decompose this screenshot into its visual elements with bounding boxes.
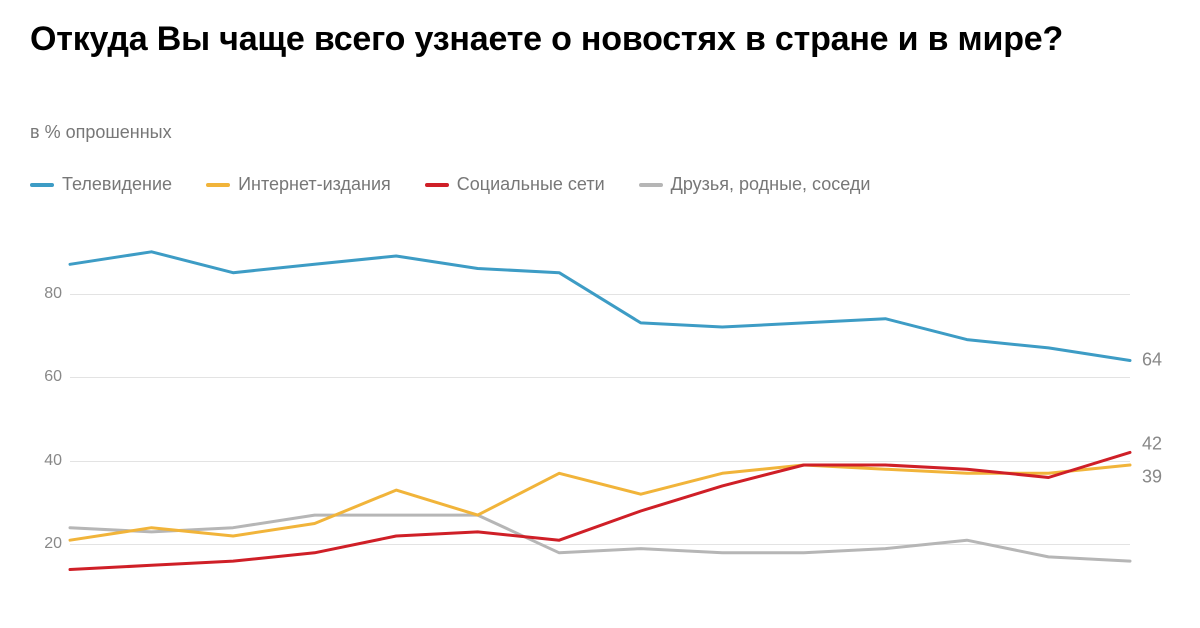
chart-container: Откуда Вы чаще всего узнаете о новостях … [0, 0, 1200, 628]
end-label-social: 42 [1142, 434, 1162, 455]
y-tick-20: 20 [30, 535, 62, 553]
y-tick-60: 60 [30, 368, 62, 386]
legend-swatch-social [425, 183, 449, 187]
chart-title: Откуда Вы чаще всего узнаете о новостях … [30, 18, 1170, 61]
chart-subtitle: в % опрошенных [30, 122, 172, 143]
end-label-internet: 39 [1142, 466, 1162, 487]
y-tick-80: 80 [30, 285, 62, 303]
legend-swatch-internet [206, 183, 230, 187]
legend-label-tv: Телевидение [62, 174, 172, 195]
legend-label-internet: Интернет-издания [238, 174, 391, 195]
line-friends [70, 515, 1130, 561]
end-label-tv: 64 [1142, 350, 1162, 371]
legend-item-friends: Друзья, родные, соседи [639, 174, 871, 195]
legend-label-friends: Друзья, родные, соседи [671, 174, 871, 195]
line-tv [70, 252, 1130, 361]
legend-item-internet: Интернет-издания [206, 174, 391, 195]
legend-item-tv: Телевидение [30, 174, 172, 195]
plot-area: 80 60 40 20 64 42 39 [70, 210, 1130, 628]
legend-swatch-tv [30, 183, 54, 187]
legend-swatch-friends [639, 183, 663, 187]
legend-item-social: Социальные сети [425, 174, 605, 195]
lines-svg [70, 210, 1130, 628]
legend: Телевидение Интернет-издания Социальные … [30, 174, 870, 195]
legend-label-social: Социальные сети [457, 174, 605, 195]
y-tick-40: 40 [30, 452, 62, 470]
